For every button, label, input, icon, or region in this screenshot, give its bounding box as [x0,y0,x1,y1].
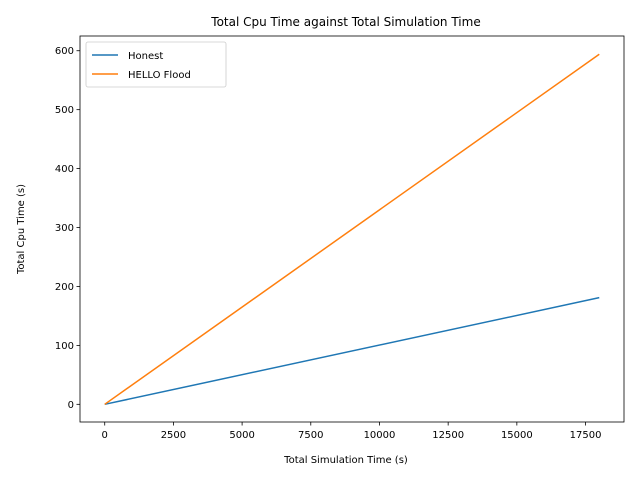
y-tick-label: 200 [55,282,74,293]
x-tick-label: 0 [102,430,108,441]
series-line-1 [104,53,600,405]
y-tick-label: 600 [55,46,74,57]
chart-title: Total Cpu Time against Total Simulation … [210,15,480,29]
axes-frame [79,35,625,423]
y-axis-label: Total Cpu Time (s) [16,184,27,275]
y-tick-label: 300 [55,223,74,234]
y-tick-label: 400 [55,164,74,175]
legend-label-0: Honest [128,51,163,62]
y-tick-label: 500 [55,105,74,116]
legend-label-1: HELLO Flood [128,70,191,81]
x-tick-label: 12500 [432,430,464,441]
x-tick-label: 2500 [161,430,186,441]
legend-box [85,41,227,88]
y-tick-label: 0 [68,400,74,411]
x-axis-label: Total Simulation Time (s) [283,455,408,466]
y-axis: 0 100 200 300 400 500 600 [55,46,80,411]
x-tick-label: 15000 [501,430,533,441]
x-tick-label: 17500 [570,430,602,441]
x-axis: 0 2500 5000 7500 10000 12500 15000 17500 [102,422,602,441]
x-tick-label: 10000 [364,430,396,441]
x-tick-label: 5000 [229,430,254,441]
plot-area [79,35,625,423]
legend: Honest HELLO Flood [85,41,227,88]
y-tick-label: 100 [55,341,74,352]
series-line-0 [104,296,600,406]
x-tick-label: 7500 [298,430,323,441]
